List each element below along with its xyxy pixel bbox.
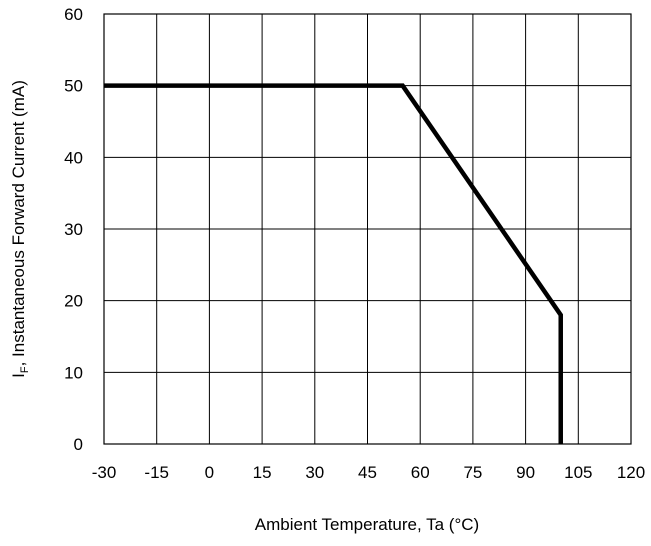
y-tick-labels: 0 10 20 30 40 50 60 [64, 5, 83, 454]
x-tick-label: 45 [358, 463, 377, 482]
y-tick-label: 30 [64, 220, 83, 239]
y-tick-label: 40 [64, 148, 83, 167]
grid-lines [103, 13, 632, 445]
x-tick-label: 0 [205, 463, 214, 482]
x-tick-label: -30 [92, 463, 117, 482]
x-tick-label: 75 [463, 463, 482, 482]
series-line [104, 83, 563, 444]
x-tick-label: 120 [617, 463, 645, 482]
y-axis-title-subscript: F [19, 366, 31, 373]
y-axis-title: IF, Instantaneous Forward Current (mA) [9, 80, 31, 378]
x-tick-label: 60 [411, 463, 430, 482]
x-tick-label: 15 [253, 463, 272, 482]
y-tick-label: 50 [64, 77, 83, 96]
y-tick-label: 0 [74, 435, 83, 454]
y-tick-label: 10 [64, 363, 83, 382]
x-axis-title: Ambient Temperature, Ta (°C) [255, 515, 479, 534]
y-tick-label: 60 [64, 5, 83, 24]
y-axis-title-main: I [9, 373, 28, 378]
x-tick-labels: -30 -15 0 15 30 45 60 75 90 105 120 [92, 463, 645, 482]
series-layer [104, 83, 563, 444]
x-tick-label: 105 [564, 463, 592, 482]
plot-frame [103, 13, 632, 445]
x-tick-label: -15 [144, 463, 169, 482]
x-tick-label: 90 [516, 463, 535, 482]
y-axis-title-rest: , Instantaneous Forward Current (mA) [9, 80, 28, 366]
y-tick-label: 20 [64, 292, 83, 311]
x-tick-label: 30 [305, 463, 324, 482]
